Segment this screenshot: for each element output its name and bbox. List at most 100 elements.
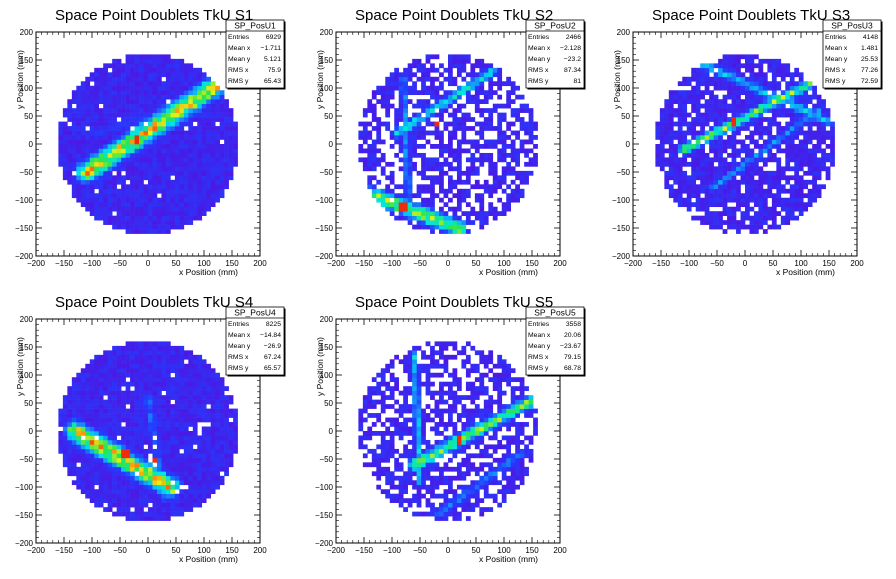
histogram-bin: [188, 485, 193, 490]
histogram-bin: [211, 90, 216, 95]
histogram-bin: [112, 144, 117, 149]
x-axis-label: x Position (mm): [179, 267, 238, 277]
histogram-bin: [439, 175, 444, 180]
histogram-bin: [126, 453, 131, 458]
histogram-bin: [812, 162, 817, 167]
histogram-bin: [184, 95, 189, 100]
histogram-bin: [144, 341, 149, 346]
histogram-bin: [117, 59, 122, 64]
histogram-bin: [363, 157, 368, 162]
histogram-bin: [170, 198, 175, 203]
histogram-bin: [85, 480, 90, 485]
histogram-bin: [723, 166, 728, 171]
histogram-bin: [126, 422, 131, 427]
histogram-bin: [161, 189, 166, 194]
histogram-bin: [135, 216, 140, 221]
histogram-bin: [741, 225, 746, 230]
histogram-bin: [139, 480, 144, 485]
histogram-bin: [776, 140, 781, 145]
histogram-bin: [157, 507, 162, 512]
histogram-bin: [215, 95, 220, 100]
histogram-bin: [691, 144, 696, 149]
histogram-bin: [188, 162, 193, 167]
histogram-bin: [144, 386, 149, 391]
histogram-bin: [197, 184, 202, 189]
histogram-bin: [152, 68, 157, 73]
histogram-bin: [108, 108, 113, 113]
histogram-bin: [126, 202, 131, 207]
histogram-bin: [179, 400, 184, 405]
histogram-bin: [90, 72, 95, 77]
histogram-bin: [148, 104, 153, 109]
histogram-bin: [655, 157, 660, 162]
histogram-bin: [108, 377, 113, 382]
histogram-bin: [81, 395, 86, 400]
histogram-bin: [224, 131, 229, 136]
histogram-bin: [669, 184, 674, 189]
y-tick-label: −200: [15, 252, 34, 261]
histogram-bin: [448, 81, 453, 86]
histogram-bin: [772, 193, 777, 198]
histogram-bin: [144, 108, 149, 113]
histogram-bin: [144, 198, 149, 203]
histogram-bin: [754, 144, 759, 149]
histogram-bin: [830, 157, 835, 162]
histogram-bin: [179, 77, 184, 82]
histogram-bin: [94, 175, 99, 180]
histogram-bin: [94, 444, 99, 449]
histogram-bin: [781, 171, 786, 176]
histogram-bin: [170, 440, 175, 445]
histogram-bin: [94, 144, 99, 149]
histogram-bin: [166, 489, 171, 494]
histogram-bin: [166, 198, 171, 203]
histogram-bin: [224, 157, 229, 162]
histogram-bin: [727, 198, 732, 203]
histogram-bin: [367, 184, 372, 189]
histogram-bin: [660, 113, 665, 118]
histogram-bin: [184, 453, 189, 458]
histogram-bin: [367, 135, 372, 140]
histogram-bin: [435, 166, 440, 171]
histogram-bin: [781, 77, 786, 82]
histogram-bin: [157, 453, 162, 458]
histogram-bin: [727, 54, 732, 59]
y-tick-label: 50: [324, 112, 333, 121]
histogram-bin: [90, 77, 95, 82]
histogram-bin: [197, 444, 202, 449]
histogram-bin: [741, 175, 746, 180]
histogram-bin: [188, 418, 193, 423]
histogram-bin: [76, 409, 81, 414]
histogram-bin: [215, 395, 220, 400]
histogram-bin: [714, 81, 719, 86]
histogram-bin: [803, 95, 808, 100]
histogram-bin: [112, 471, 117, 476]
histogram-bin: [152, 373, 157, 378]
histogram-bin: [108, 86, 113, 91]
histogram-bin: [157, 431, 162, 436]
histogram-bin: [139, 153, 144, 158]
histogram-bin: [479, 126, 484, 131]
histogram-bin: [718, 131, 723, 136]
histogram-bin: [448, 207, 453, 212]
histogram-bin: [215, 458, 220, 463]
histogram-bin: [444, 95, 449, 100]
histogram-bin: [166, 467, 171, 472]
histogram-bin: [470, 95, 475, 100]
histogram-bin: [220, 166, 225, 171]
histogram-bin: [475, 211, 480, 216]
histogram-bin: [439, 220, 444, 225]
histogram-bin: [179, 373, 184, 378]
histogram-bin: [148, 198, 153, 203]
histogram-bin: [529, 113, 534, 118]
histogram-bin: [161, 113, 166, 118]
histogram-bin: [705, 77, 710, 82]
histogram-bin: [758, 131, 763, 136]
histogram-bin: [444, 122, 449, 127]
histogram-bin: [130, 171, 135, 176]
histogram-bin: [94, 400, 99, 405]
histogram-bin: [470, 166, 475, 171]
histogram-bin: [193, 153, 198, 158]
histogram-bin: [152, 104, 157, 109]
histogram-bin: [687, 207, 692, 212]
histogram-bin: [412, 126, 417, 131]
